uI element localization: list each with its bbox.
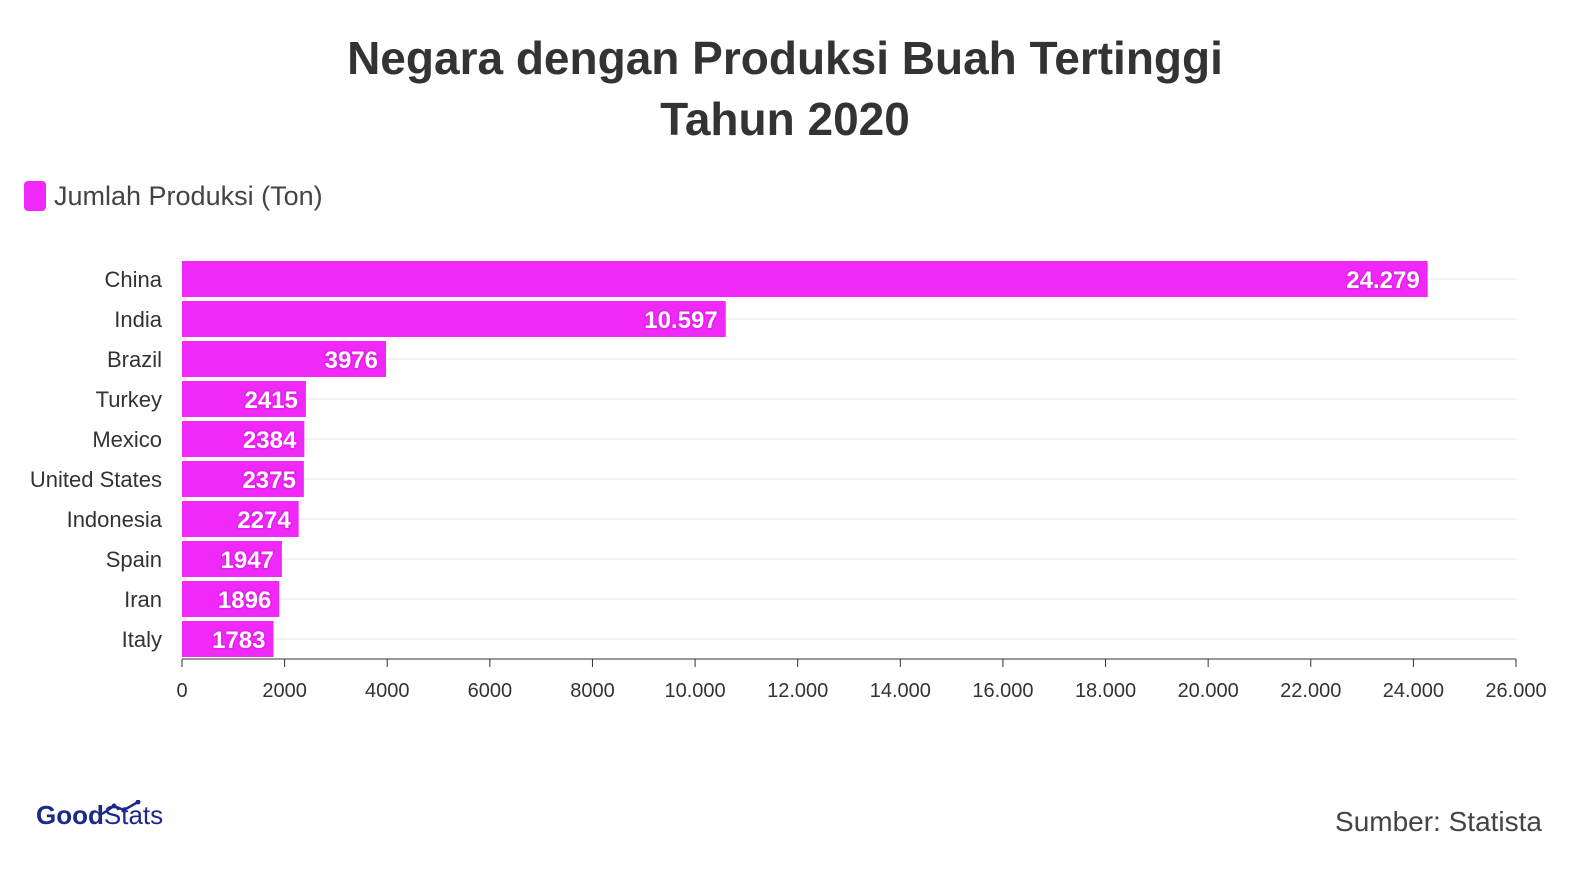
x-tick-label: 16.000 <box>972 680 1033 702</box>
x-tick-label: 18.000 <box>1075 680 1136 702</box>
chart-title: Negara dengan Produksi Buah Tertinggi Ta… <box>0 28 1570 150</box>
x-tick-label: 6000 <box>468 680 513 702</box>
data-label: 1783 <box>212 627 265 654</box>
x-tick-label: 24.000 <box>1383 680 1444 702</box>
x-tick-label: 8000 <box>570 680 615 702</box>
category-label: Spain <box>106 547 162 572</box>
data-label: 10.597 <box>644 307 717 334</box>
data-label: 3976 <box>325 347 378 374</box>
bar-mexico <box>182 421 305 457</box>
x-tick-label: 20.000 <box>1178 680 1239 702</box>
bar-india <box>182 301 726 337</box>
category-label: Brazil <box>107 347 162 372</box>
x-tick-label: 14.000 <box>870 680 931 702</box>
bar-italy <box>182 621 274 657</box>
chart-title-line-1: Negara dengan Produksi Buah Tertinggi <box>347 32 1223 84</box>
logo-good-text: Good <box>36 800 104 830</box>
bar-spain <box>182 541 282 577</box>
source-note: Sumber: Statista <box>1335 806 1542 837</box>
x-tick-label: 2000 <box>262 680 307 702</box>
goodstats-logo: Good Stats <box>36 800 163 831</box>
data-label: 2274 <box>237 507 291 534</box>
category-label: Mexico <box>92 427 162 452</box>
x-tick-label: 0 <box>176 680 187 702</box>
data-label: 2415 <box>245 387 298 414</box>
category-label: China <box>105 267 163 292</box>
data-label: 24.279 <box>1346 267 1419 294</box>
x-tick-label: 12.000 <box>767 680 828 702</box>
chart-legend: Jumlah Produksi (Ton) <box>24 178 323 214</box>
bar-brazil <box>182 341 386 377</box>
category-label: United States <box>30 467 162 492</box>
category-label: Indonesia <box>67 507 163 532</box>
x-tick-label: 22.000 <box>1280 680 1341 702</box>
category-label: Iran <box>124 587 162 612</box>
chart-title-line-2: Tahun 2020 <box>660 93 910 145</box>
x-tick-label: 26.000 <box>1485 680 1546 702</box>
category-label: India <box>114 307 162 332</box>
trend-line-icon <box>101 800 141 816</box>
category-label: Turkey <box>96 387 162 412</box>
x-tick-label: 10.000 <box>664 680 725 702</box>
x-tick-label: 4000 <box>365 680 410 702</box>
data-label: 2375 <box>242 467 295 494</box>
bar-turkey <box>182 381 306 417</box>
legend-swatch <box>24 181 46 211</box>
bar-united-states <box>182 461 304 497</box>
bar-iran <box>182 581 280 617</box>
legend-label: Jumlah Produksi (Ton) <box>54 180 323 211</box>
category-label: Italy <box>122 627 162 652</box>
data-label: 2384 <box>243 427 297 454</box>
bar-indonesia <box>182 501 299 537</box>
data-label: 1947 <box>221 547 274 574</box>
data-label: 1896 <box>218 587 271 614</box>
bar-china <box>182 261 1428 297</box>
